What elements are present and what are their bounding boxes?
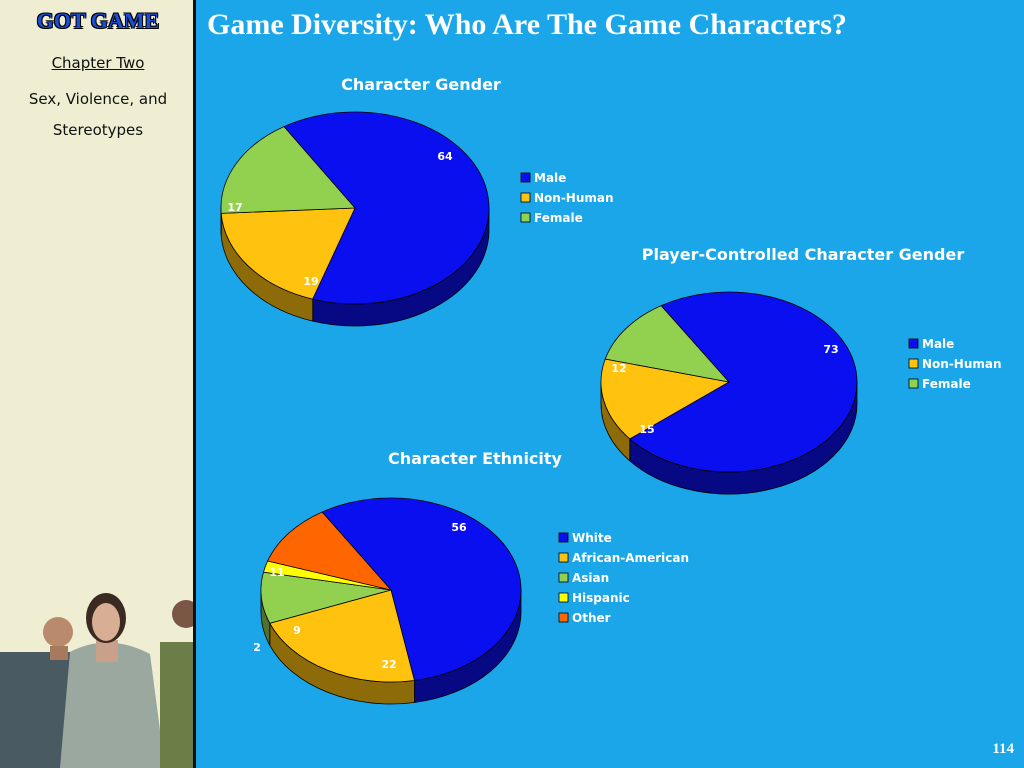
chart-title: Player-Controlled Character Gender	[642, 245, 965, 264]
chapter-subtitle-line2: Stereotypes	[52, 121, 144, 139]
legend-entry: Other	[572, 611, 611, 625]
brand-logo: GOT GAME	[36, 8, 160, 33]
chapter-subtitle-line1: Sex, Violence, and	[28, 90, 168, 108]
data-label: 73	[823, 343, 838, 356]
data-label: 9	[293, 624, 301, 637]
pie-chart-3: 56 22 9 2 11 Character Ethnicity White African-…	[253, 449, 689, 705]
legend-swatch	[908, 378, 919, 389]
legend-entry: Non-Human	[534, 191, 614, 205]
data-label: 19	[303, 275, 318, 288]
legend-entry: White	[572, 531, 612, 545]
legend-entry: Male	[534, 171, 566, 185]
pie-slice-male	[283, 111, 490, 305]
chart-title: Character Ethnicity	[388, 449, 563, 468]
legend-entry: Asian	[572, 571, 609, 585]
pie-chart-1: 64 19 17 Character Gender Male Non-Human Femal…	[220, 75, 614, 327]
page-number: 114	[992, 741, 1014, 757]
people-photo	[0, 593, 193, 768]
pie-slice-non-human	[220, 207, 356, 300]
data-label: 56	[451, 521, 467, 534]
pie-slice-african-american	[269, 589, 415, 683]
legend-swatch	[558, 552, 569, 563]
data-label: 64	[437, 150, 453, 163]
legend-entry: Hispanic	[572, 591, 630, 605]
legend-swatch	[520, 172, 531, 183]
data-label: 17	[227, 201, 242, 214]
data-label: 11	[269, 566, 284, 579]
data-label: 12	[611, 362, 626, 375]
sidebar: GOT GAME Chapter Two Sex, Violence, and …	[0, 0, 196, 768]
charts-canvas: 64 19 17 Character Gender Male Non-Human Femal…	[220, 75, 1002, 705]
pie-slice-male	[629, 291, 858, 473]
legend-swatch	[520, 192, 531, 203]
legend-swatch	[558, 612, 569, 623]
slide-title: Game Diversity: Who Are The Game Charact…	[207, 8, 847, 41]
pie-slice-white	[321, 497, 522, 681]
legend-entry: African-American	[572, 551, 689, 565]
legend-swatch	[558, 572, 569, 583]
legend-entry: Female	[922, 377, 971, 391]
legend-swatch	[558, 532, 569, 543]
legend-entry: Female	[534, 211, 583, 225]
data-label: 22	[381, 658, 396, 671]
legend-swatch	[520, 212, 531, 223]
chart-title: Character Gender	[341, 75, 501, 94]
pie-slice-female	[220, 126, 356, 214]
legend-swatch	[558, 592, 569, 603]
pie-chart-2: 73 15 12 Player-Controlled Character Gender…	[600, 245, 1002, 495]
legend-swatch	[908, 338, 919, 349]
slide-main: Game Diversity: Who Are The Game Charact…	[199, 0, 1024, 768]
legend-entry: Male	[922, 337, 954, 351]
pie-slice-other	[267, 511, 393, 591]
pie-slice-female	[604, 305, 731, 383]
chapter-subtitle: Sex, Violence, and Stereotypes	[0, 84, 193, 146]
chapter-label: Chapter Two	[51, 54, 145, 72]
legend-swatch	[908, 358, 919, 369]
data-label: 15	[639, 423, 654, 436]
pie-slice-non-human	[600, 358, 731, 440]
data-label: 2	[253, 641, 261, 654]
legend-entry: Non-Human	[922, 357, 1002, 371]
